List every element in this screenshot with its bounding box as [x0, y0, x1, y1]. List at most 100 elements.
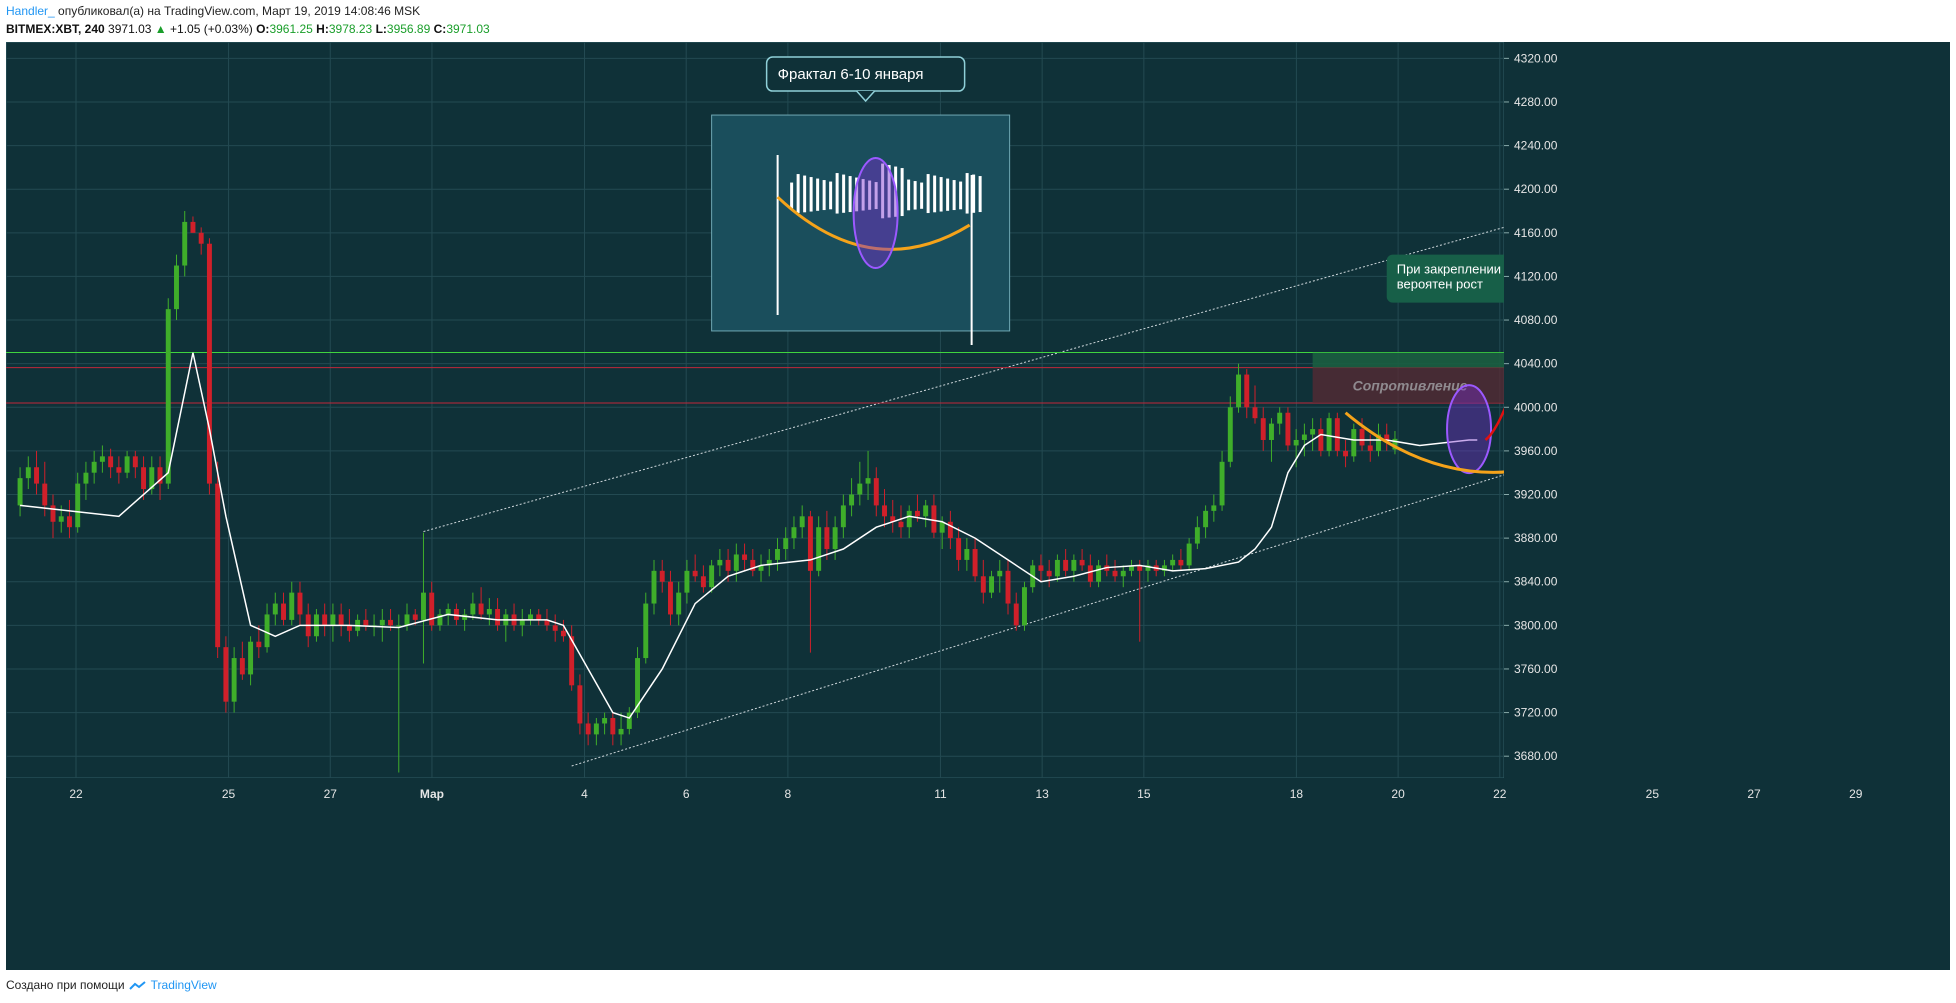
candle-body: [272, 603, 278, 615]
symbol-info: BITMEX:XBT, 240 3971.03 ▲ +1.05 (+0.03%)…: [6, 22, 490, 36]
candle-body: [223, 647, 229, 702]
low-value: 3956.89: [386, 22, 431, 36]
candle-body: [50, 505, 56, 522]
author-link[interactable]: Handler_: [6, 4, 55, 18]
up-triangle-icon: ▲: [154, 22, 167, 36]
price-axis[interactable]: 4320.00 4280.00 4240.00 4200.00 4160.00 4120.…: [1504, 42, 1950, 970]
price-channel: [423, 226, 1505, 767]
candle-body: [190, 221, 196, 233]
candle-body: [585, 723, 591, 735]
candle-body: [816, 527, 822, 571]
resistance-top-band: [1312, 352, 1535, 368]
candle-body: [692, 570, 698, 577]
price-tick-label: 4200.00: [1514, 182, 1558, 196]
candle-body: [766, 559, 772, 566]
made-with-label: Создано при помощи: [6, 978, 125, 992]
open-label: O:: [256, 22, 270, 36]
candle-body: [75, 483, 81, 528]
candle-body: [1178, 559, 1184, 566]
candle-body: [1268, 423, 1274, 440]
candle-body: [602, 718, 608, 724]
candle-body: [832, 527, 838, 550]
time-tick-label: 20: [1391, 787, 1405, 801]
price-chart[interactable]: 4050.214036.324003.923971.0351:15 Сопрот…: [6, 42, 1950, 970]
candle-body: [569, 636, 575, 686]
candle-body: [725, 559, 731, 571]
candle-body: [231, 658, 237, 702]
candle-body: [165, 309, 171, 484]
fractal-callout-text: Фрактал 6-10 января: [778, 66, 924, 83]
candle-body: [17, 478, 23, 506]
candle-body: [651, 570, 657, 604]
close-label: C:: [433, 22, 447, 36]
candle-body: [1046, 570, 1052, 577]
candle-body: [42, 483, 48, 506]
candle-body: [248, 641, 254, 675]
time-tick-label: 18: [1290, 787, 1304, 801]
price-tick-label: 3680.00: [1514, 749, 1558, 763]
candle-body: [1285, 412, 1291, 446]
change-label: +1.05 (+0.03%): [170, 22, 253, 36]
candle-body: [99, 456, 105, 462]
candle-body: [577, 685, 583, 724]
candle-body: [182, 221, 188, 266]
price-axis-bg: [1504, 42, 1950, 970]
price-tick-label: 4120.00: [1514, 269, 1558, 283]
candle-body: [338, 614, 344, 626]
candle-body: [939, 521, 945, 533]
candle-body: [1071, 559, 1077, 571]
time-tick-label: 22: [1493, 787, 1507, 801]
candle-body: [1236, 374, 1241, 408]
candle-body: [618, 728, 624, 735]
pattern-ellipse: [1446, 384, 1493, 475]
candle-body: [849, 494, 855, 506]
time-tick-label: 22: [69, 787, 83, 801]
publish-info: Handler_ опубликовал(а) на TradingView.c…: [6, 4, 420, 18]
candle-body: [1326, 418, 1332, 451]
time-axis-bg: [6, 778, 1504, 970]
candle-body: [898, 521, 904, 528]
price-tick-label: 3840.00: [1514, 575, 1558, 589]
candle-body: [1244, 374, 1250, 408]
candle-body: [758, 565, 764, 571]
time-tick-label: 8: [785, 787, 792, 801]
candle-body: [1087, 565, 1093, 582]
price-tick-label: 4160.00: [1514, 226, 1558, 240]
candle-body: [1063, 559, 1069, 571]
candle-body: [322, 614, 328, 626]
candle-body: [659, 570, 665, 582]
candle-body: [528, 614, 533, 620]
high-label: H:: [316, 22, 329, 36]
candle-body: [947, 521, 953, 539]
time-tick-label: 25: [222, 787, 236, 801]
candle-body: [931, 505, 937, 533]
fractal-arc: [776, 195, 971, 251]
candle-body: [297, 592, 303, 615]
tradingview-link[interactable]: TradingView: [150, 978, 217, 992]
time-tick-label: 15: [1137, 787, 1151, 801]
candle-body: [667, 581, 673, 615]
candle-body: [1384, 434, 1390, 443]
candle-body: [1013, 603, 1019, 626]
candle-body: [1252, 407, 1258, 419]
candle-body: [495, 608, 501, 626]
candle-body: [289, 592, 295, 620]
candle-body: [66, 516, 72, 528]
candle-body: [1359, 429, 1365, 446]
price-tick-label: 3920.00: [1514, 488, 1558, 502]
candle-body: [437, 614, 443, 626]
candle-body: [791, 527, 797, 539]
candle-body: [462, 614, 468, 620]
candle-body: [124, 456, 130, 473]
candle-body: [1161, 565, 1167, 571]
candle-body: [1038, 565, 1044, 571]
candle-body: [1351, 429, 1357, 457]
candle-body: [914, 510, 920, 517]
candle-body: [783, 538, 789, 550]
price-tick-label: 4040.00: [1514, 357, 1558, 371]
footer: Создано при помощи TradingView: [6, 978, 217, 992]
candle-body: [750, 559, 756, 571]
candle-body: [421, 592, 426, 620]
time-axis[interactable]: 22 25 27 Мар 4 6 8 11 13 15 18 20 22 25 27 29: [6, 778, 1863, 970]
low-label: L:: [375, 22, 387, 36]
